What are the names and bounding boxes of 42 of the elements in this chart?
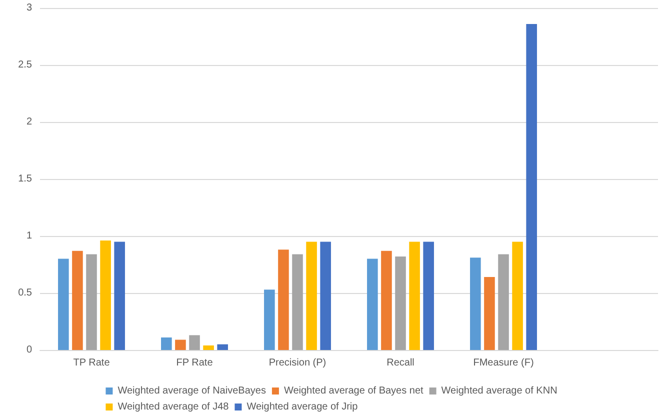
y-tick-label: 1 bbox=[26, 230, 32, 242]
y-tick-label: 3 bbox=[26, 2, 32, 14]
bar bbox=[306, 242, 317, 350]
bar bbox=[381, 250, 392, 350]
bar bbox=[175, 340, 186, 350]
y-tick-label: 2.5 bbox=[18, 60, 32, 70]
bar bbox=[484, 277, 495, 350]
y-tick-label: 0 bbox=[26, 344, 32, 356]
bar bbox=[189, 335, 200, 350]
bar bbox=[395, 256, 406, 350]
bar bbox=[217, 344, 228, 350]
x-tick-label: FP Rate bbox=[176, 358, 214, 368]
bar bbox=[264, 290, 275, 350]
legend-label: Weighted average of KNN bbox=[441, 386, 558, 396]
bar bbox=[203, 345, 214, 350]
legend-label: Weighted average of NaiveBayes bbox=[118, 386, 266, 396]
bar bbox=[161, 337, 172, 350]
bar bbox=[292, 254, 303, 350]
bar bbox=[72, 250, 83, 350]
y-tick-label: 0.5 bbox=[18, 288, 32, 298]
x-tick-label: TP Rate bbox=[73, 358, 110, 368]
bar bbox=[114, 242, 125, 350]
bar bbox=[423, 242, 434, 350]
y-tick-label: 1.5 bbox=[18, 174, 32, 184]
y-tick-label: 2 bbox=[26, 116, 32, 128]
bar bbox=[470, 258, 481, 350]
x-tick-label: Precision (P) bbox=[268, 358, 326, 368]
bar bbox=[498, 254, 509, 350]
bar bbox=[367, 258, 378, 350]
bar bbox=[512, 242, 523, 350]
legend-label: Weighted average of Bayes net bbox=[284, 386, 424, 396]
bar bbox=[320, 242, 331, 350]
bar bbox=[86, 254, 97, 350]
bar bbox=[526, 24, 537, 350]
bar bbox=[100, 240, 111, 350]
legend-label: Weighted average of J48 bbox=[118, 402, 230, 412]
x-tick-label: FMeasure (F) bbox=[473, 358, 534, 368]
x-tick-label: Recall bbox=[386, 358, 414, 368]
bar bbox=[409, 242, 420, 350]
legend-label: Weighted average of Jrip bbox=[246, 402, 358, 412]
bar bbox=[58, 258, 69, 350]
bar bbox=[278, 250, 289, 350]
